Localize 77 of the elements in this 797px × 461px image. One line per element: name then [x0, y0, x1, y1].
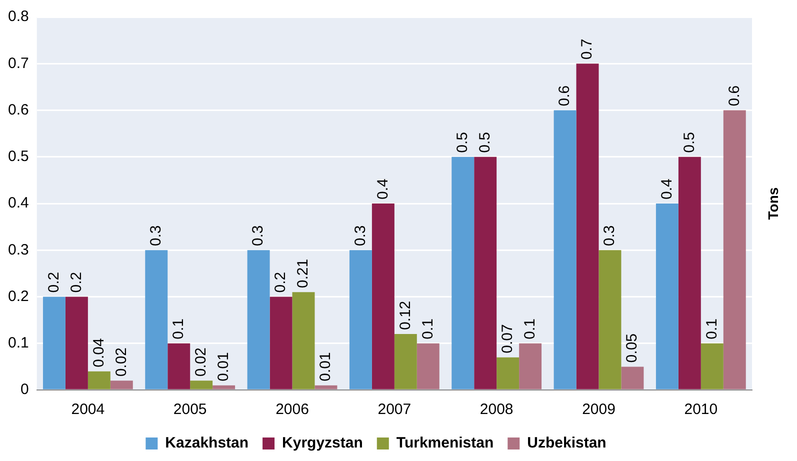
bar	[247, 250, 270, 390]
data-label: 0.3	[250, 225, 267, 246]
bar	[621, 366, 644, 390]
legend-label: Kazakhstan	[165, 434, 249, 452]
x-tick-label: 2007	[378, 401, 412, 418]
data-label: 0.21	[294, 258, 312, 288]
data-label: 0.1	[419, 318, 436, 340]
x-tick-label: 2008	[480, 401, 514, 418]
data-label: 0.5	[680, 132, 698, 153]
data-label: 0.3	[352, 225, 369, 246]
data-label: 0.05	[624, 333, 641, 363]
bar	[314, 385, 338, 390]
data-label: 0.1	[703, 318, 720, 340]
data-label: 0.6	[556, 85, 574, 106]
y-tick-label: 0.1	[8, 334, 29, 352]
data-label: 0.07	[498, 324, 516, 354]
bar	[42, 296, 66, 390]
bar	[145, 250, 168, 390]
y-tick-label: 0.6	[8, 101, 29, 118]
data-label: 0.12	[396, 300, 414, 330]
y-tick-label: 0.3	[8, 241, 29, 258]
data-label: 0.01	[317, 352, 334, 382]
bar	[496, 357, 520, 390]
bar	[88, 371, 110, 390]
y-tick-label: 0.7	[8, 54, 29, 72]
bar	[554, 110, 576, 390]
legend-label: Uzbekistan	[527, 434, 606, 452]
data-label: 0.2	[272, 272, 290, 293]
data-label: 0.1	[170, 318, 187, 340]
data-label: 0.04	[90, 338, 108, 368]
y-tick-label: 0.4	[8, 194, 29, 212]
data-label: 0.5	[476, 132, 494, 153]
data-label: 0.4	[658, 178, 676, 200]
bar	[519, 343, 542, 390]
bar	[168, 343, 190, 390]
bar	[474, 156, 497, 390]
bar	[678, 156, 701, 390]
bar	[723, 110, 746, 390]
data-label: 0.6	[726, 85, 743, 106]
data-label: 0.5	[454, 132, 472, 153]
y-tick-label: 0	[20, 381, 29, 398]
data-label: 0.3	[148, 225, 165, 246]
x-tick-label: 2009	[582, 401, 616, 418]
y-tick-label: 0.5	[8, 148, 29, 166]
y-tick-label: 0.8	[8, 8, 29, 26]
data-label: 0.2	[68, 272, 85, 293]
data-label: 0.3	[601, 225, 618, 246]
bar	[65, 296, 88, 390]
bar	[452, 156, 474, 390]
x-tick-label: 2010	[684, 401, 718, 418]
data-label: 0.4	[374, 178, 392, 200]
bar	[372, 204, 394, 390]
data-label: 0.01	[214, 352, 232, 382]
bar	[700, 343, 724, 390]
legend-label: Turkmenistan	[396, 434, 494, 452]
legend-label: Kyrgyzstan	[282, 434, 363, 452]
x-tick-label: 2006	[276, 401, 309, 418]
data-label: 0.7	[578, 38, 596, 60]
bar	[656, 204, 678, 390]
bar	[212, 385, 236, 390]
x-tick-label: 2005	[173, 401, 207, 418]
y-tick-label: 0.2	[8, 288, 29, 305]
data-label: 0.1	[521, 318, 538, 340]
data-label: 0.02	[192, 347, 210, 377]
y-axis-title: Tons	[764, 187, 781, 220]
bar	[394, 334, 417, 390]
bar	[270, 296, 292, 390]
bar	[576, 64, 599, 390]
bar	[292, 292, 315, 390]
bar	[416, 343, 440, 390]
x-tick-label: 2004	[71, 401, 105, 418]
bar	[598, 250, 622, 390]
data-label: 0.2	[45, 272, 62, 293]
data-label: 0.02	[112, 347, 130, 377]
bar	[110, 380, 133, 390]
bar	[190, 380, 213, 390]
bar	[349, 250, 372, 390]
